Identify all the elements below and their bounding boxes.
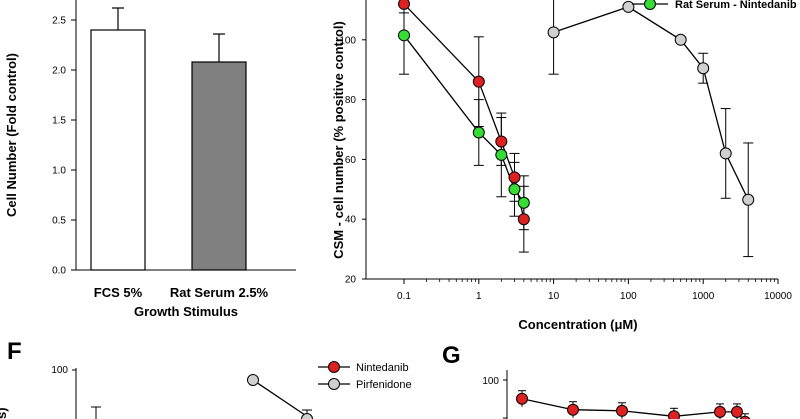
panel-g-series-line <box>521 398 744 419</box>
line-y-tick-label: 80 <box>345 95 357 106</box>
legend-marker-nintedanib <box>328 361 340 373</box>
bar-category-label-1: Rat Serum 2.5% <box>170 285 269 300</box>
series-point-2 <box>674 33 687 46</box>
line-y-axis-label: CSM - cell number (% positive control) <box>331 21 346 259</box>
panel-g-y-label-fragment: _ <box>456 407 465 419</box>
panel-g-tick-label: 100 <box>482 376 499 387</box>
bar-y-tick-label: 2.0 <box>52 66 66 77</box>
legend-marker-pirfenidone <box>328 378 340 390</box>
line-y-tick-label: 100 <box>339 35 356 46</box>
legend-marker-green <box>644 0 656 10</box>
line-x-tick-label: 0.1 <box>397 291 411 302</box>
bar-1 <box>191 61 247 271</box>
line-x-tick-label: 100 <box>620 291 637 302</box>
panel-g-point <box>616 404 628 417</box>
series-point-2 <box>719 147 732 160</box>
bar-y-tick-label: 1.0 <box>52 166 66 177</box>
panel-f-tick-label: 100 <box>51 365 68 376</box>
series-point-1 <box>508 183 521 196</box>
legend-label-rat-serum: Rat Serum - Nintedanib <box>675 0 797 11</box>
panel-g-point <box>567 403 579 416</box>
series-point-2 <box>742 193 755 206</box>
series-point-0 <box>517 213 530 226</box>
panel-g-label: G <box>442 342 461 369</box>
series-line-0 <box>403 3 525 220</box>
panel-f-point <box>247 374 259 386</box>
panel-g-point <box>714 405 726 418</box>
series-line-2 <box>553 6 749 201</box>
legend-label-pirfenidone: Pirfenidone <box>356 379 412 391</box>
series-point-0 <box>495 135 508 148</box>
series-point-0 <box>508 171 521 184</box>
bar-y-tick-label: 1.5 <box>52 116 66 127</box>
panel-f-y-label-fragment: s) <box>0 407 9 419</box>
panel-f: F 100 s) Nintedanib Pirfenidone <box>0 338 412 419</box>
series-point-0 <box>472 75 485 88</box>
series-point-2 <box>697 62 710 75</box>
line-y-tick-label: 60 <box>345 155 357 166</box>
bar-chart: 0.0 0.5 1.0 1.5 2.0 2.5 Cell Number (Fold con… <box>4 0 296 319</box>
panel-g-point <box>739 415 751 419</box>
line-x-tick-label: 10000 <box>764 291 792 302</box>
line-x-tick-label: 10 <box>548 291 560 302</box>
line-x-tick-label: 1000 <box>692 291 715 302</box>
bar-x-axis-label: Growth Stimulus <box>134 304 238 319</box>
line-x-tick-label: 1 <box>476 291 482 302</box>
panel-f-series-line <box>252 379 306 416</box>
bar-y-tick-label: 0.5 <box>52 216 66 227</box>
bar-y-tick-label: 0.0 <box>52 266 66 277</box>
bar-y-axis-label: Cell Number (Fold control) <box>4 53 19 217</box>
series-point-1 <box>472 126 485 139</box>
panel-g-point <box>668 410 680 419</box>
bar-0 <box>90 29 146 271</box>
line-y-tick-label: 40 <box>345 215 357 226</box>
panel-g-point <box>516 392 528 405</box>
panel-g-point <box>731 405 743 418</box>
panel-g: G 100 _ <box>442 342 751 419</box>
line-x-axis-label: Concentration (μM) <box>518 317 637 332</box>
bar-y-tick-label: 2.5 <box>52 16 66 27</box>
panel-f-legend: Nintedanib Pirfenidone <box>318 361 412 391</box>
panel-f-label: F <box>7 338 22 365</box>
series-point-1 <box>495 148 508 161</box>
line-y-tick-label: 20 <box>345 275 357 286</box>
series-line-1 <box>403 34 525 204</box>
series-point-1 <box>398 29 410 42</box>
panel-f-point-2 <box>301 413 313 419</box>
legend-label-nintedanib: Nintedanib <box>356 362 409 374</box>
series-point-1 <box>517 196 530 209</box>
series-point-2 <box>547 26 560 39</box>
bar-category-label-0: FCS 5% <box>94 285 143 300</box>
series-point-2 <box>622 0 635 13</box>
series-point-0 <box>398 0 410 10</box>
line-legend: Rat Serum - Nintedanib <box>632 0 797 11</box>
